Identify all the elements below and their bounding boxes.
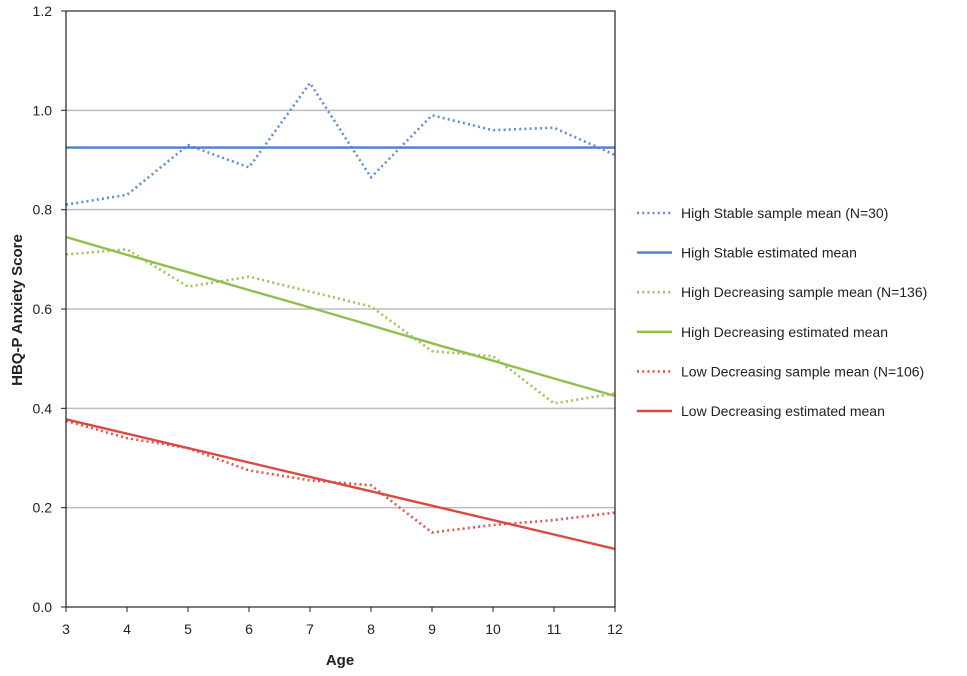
- legend-label: Low Decreasing sample mean (N=106): [681, 363, 924, 379]
- x-tick-label: 3: [62, 621, 70, 637]
- x-tick-label: 6: [245, 621, 253, 637]
- series-lines: [65, 81, 616, 551]
- x-tick-label: 7: [306, 621, 314, 637]
- series-line-5: [65, 419, 616, 534]
- legend: High Stable sample mean (N=30) High Stabl…: [637, 205, 927, 419]
- y-tick-label: 1.0: [33, 102, 53, 118]
- y-tick-label: 0.8: [33, 202, 53, 218]
- legend-label: High Stable sample mean (N=30): [681, 205, 888, 221]
- x-tick-label: 5: [184, 621, 192, 637]
- y-tick-label: 0.6: [33, 301, 53, 317]
- legend-label: High Stable estimated mean: [681, 245, 857, 261]
- legend-label: High Decreasing sample mean (N=136): [681, 284, 927, 300]
- series-line-4: [65, 235, 616, 398]
- x-tick-label: 12: [607, 621, 623, 637]
- x-tick-label: 9: [428, 621, 436, 637]
- x-tick-label: 11: [547, 621, 562, 637]
- x-tick-label: 4: [123, 621, 131, 637]
- grid-lines: [66, 109, 615, 509]
- series-line-3: [65, 248, 616, 405]
- legend-label: Low Decreasing estimated mean: [681, 403, 885, 419]
- y-tick-label: 0.4: [33, 400, 53, 416]
- x-axis-title: Age: [326, 652, 354, 669]
- series-line-1: [65, 81, 616, 206]
- y-tick-label: 0.0: [33, 599, 53, 615]
- x-tick-label: 8: [367, 621, 375, 637]
- series-line-6: [65, 418, 616, 551]
- y-axis-title: HBQ-P Anxiety Score: [9, 234, 26, 386]
- axes: [61, 10, 616, 612]
- x-tick-label: 10: [485, 621, 501, 637]
- y-tick-label: 0.2: [33, 500, 53, 516]
- plot-frame: [65, 10, 616, 608]
- legend-label: High Decreasing estimated mean: [681, 324, 888, 340]
- y-tick-label: 1.2: [33, 3, 53, 19]
- tick-labels: 0.0 0.2 0.4 0.6 0.8 1.0 1.2 3 4 5 6 7 8 9 10 11 12: [33, 3, 623, 637]
